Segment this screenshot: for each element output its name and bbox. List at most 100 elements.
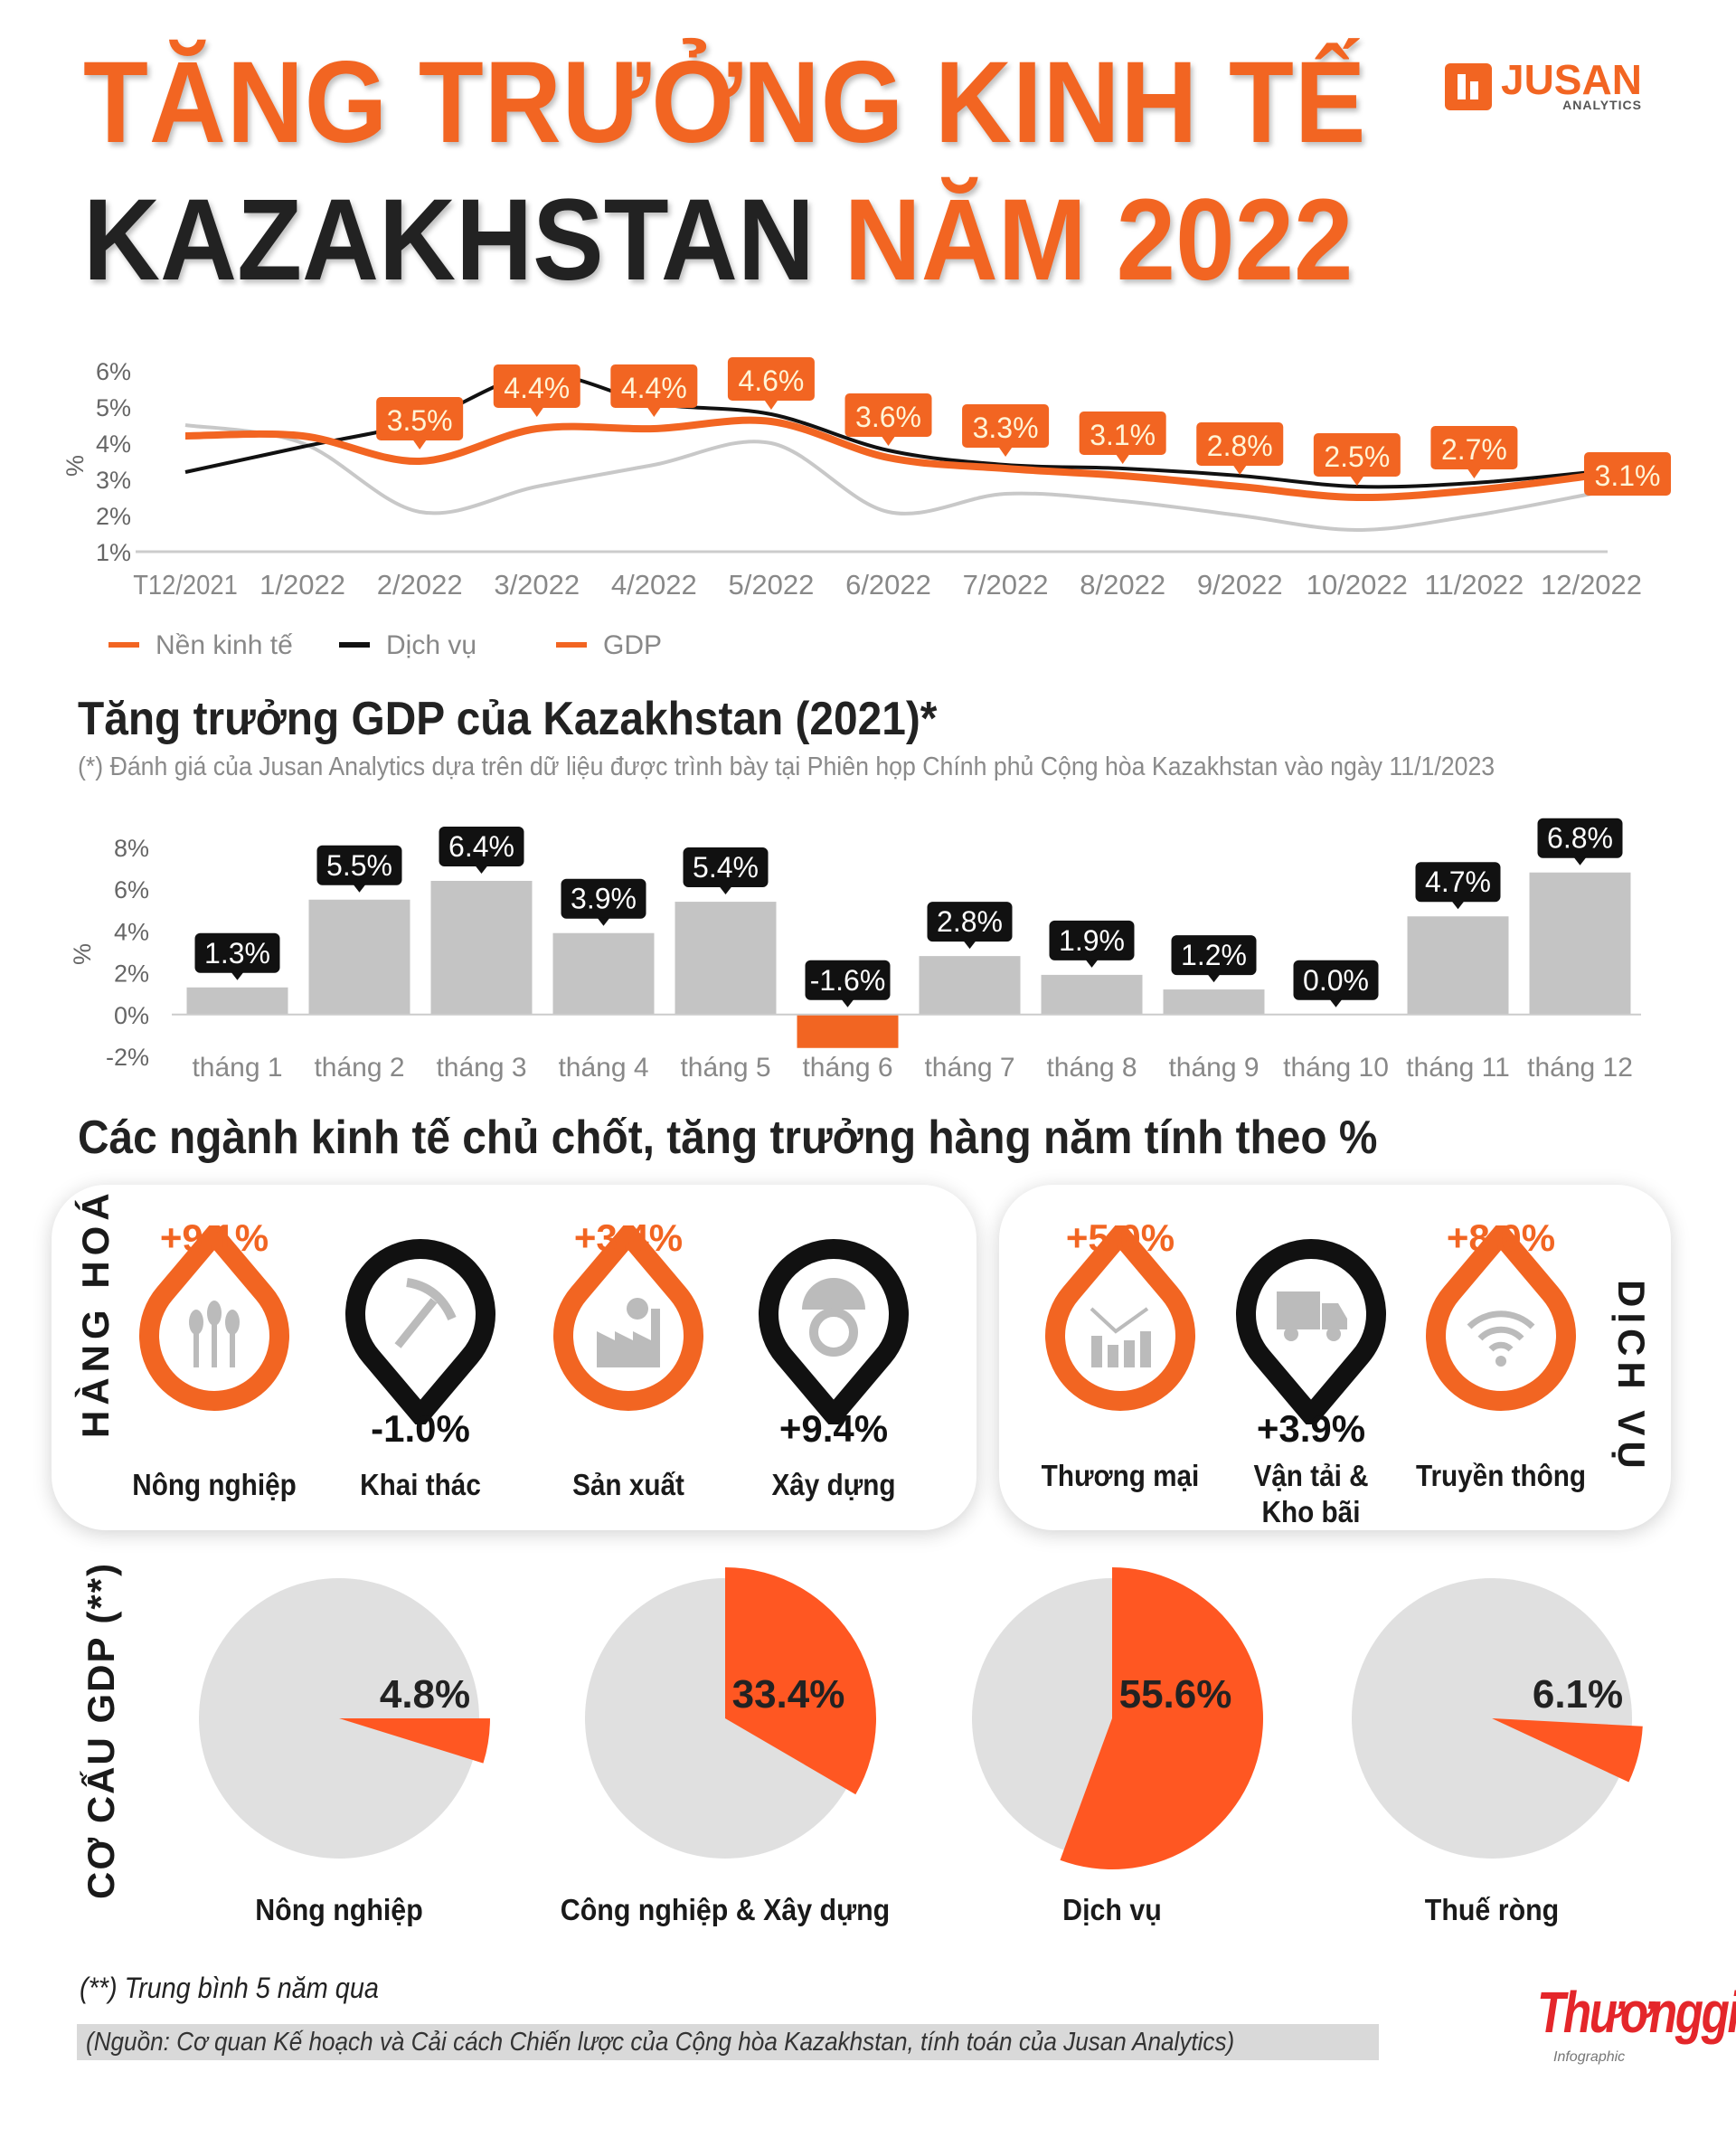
sector-value: +3.4%	[573, 1216, 684, 1259]
drop-ring	[1426, 1225, 1576, 1411]
pie-value-label: 6.1%	[1533, 1672, 1623, 1717]
services-label: DỊCH VỤ	[1610, 1280, 1653, 1474]
bar-label-box	[1049, 920, 1135, 960]
bar-value-label: 5.5%	[326, 849, 392, 882]
x-tick-label: tháng 1	[192, 1053, 282, 1083]
y-tick-label: 6%	[114, 876, 149, 903]
label-text: 4.4%	[621, 372, 687, 404]
y-tick-label: 8%	[114, 835, 149, 862]
bar-label-pointer	[1329, 998, 1343, 1008]
gdp-section-title: Tăng trưởng GDP của Kazakhstan (2021)*	[78, 693, 938, 745]
drop-ring	[553, 1225, 703, 1411]
title-line-1: TĂNG TRƯỞNG KINH TẾ	[83, 38, 1367, 167]
label-text: 3.5%	[387, 404, 453, 437]
line-series-0	[184, 423, 1592, 533]
x-tick-label: 9/2022	[1197, 569, 1283, 601]
bar-label-box	[316, 845, 402, 885]
sector-name: Sản xuất	[572, 1468, 684, 1501]
wifi-icon	[1467, 1310, 1535, 1367]
sector-name: Thương mại	[1041, 1459, 1200, 1492]
bar-label-pointer	[353, 884, 366, 893]
y-tick-label: 1%	[96, 539, 131, 566]
label-pointer	[413, 440, 427, 449]
bar-value-label: 4.7%	[1425, 866, 1491, 898]
sector-name: Vận tải & Kho bãi	[1253, 1459, 1369, 1528]
sector-name: Nông nghiệp	[132, 1468, 297, 1501]
x-tick-label: tháng 12	[1527, 1053, 1633, 1083]
label-text: 3.1%	[1090, 419, 1156, 451]
truck-icon	[1277, 1291, 1347, 1341]
label-pointer	[1350, 477, 1363, 486]
jusan-logo: JUSAN ANALYTICS	[1445, 59, 1642, 112]
footnote: (**) Trung bình 5 năm qua	[80, 1972, 379, 2004]
x-tick-label: 7/2022	[963, 569, 1049, 601]
pie-category-label: Nông nghiệp	[255, 1893, 423, 1926]
x-tick-label: 2/2022	[377, 569, 463, 601]
title-line-2: KAZAKHSTAN NĂM 2022	[83, 174, 1354, 307]
label-box	[844, 393, 932, 437]
y-tick-label: 5%	[96, 394, 131, 421]
gdp-section-note: (*) Đánh giá của Jusan Analytics dựa trê…	[78, 752, 1495, 781]
y-tick-label: 4%	[96, 430, 131, 458]
bar	[430, 880, 533, 1015]
legend-label: Dịch vụ	[386, 630, 476, 660]
label-box	[727, 357, 815, 401]
x-tick-label: tháng 6	[802, 1053, 892, 1083]
label-text: 2.7%	[1441, 433, 1507, 466]
goods-label: HÀNG HOÁ	[74, 1187, 117, 1438]
x-tick-label: tháng 9	[1168, 1053, 1259, 1083]
sector-name: Truyền thông	[1415, 1459, 1587, 1492]
bar-chart: -2% 0% 2% 4% 6% 8%% 1.3% tháng 1 5.5% tháng 2 6.4%…	[69, 818, 1641, 1083]
sector-value: +9.1%	[159, 1216, 269, 1259]
x-tick-label: 3/2022	[494, 569, 580, 601]
bar-value-label: 1.2%	[1181, 939, 1247, 971]
y-axis-label: %	[61, 455, 89, 477]
label-box	[1079, 412, 1166, 455]
x-tick-label: T12/2021	[133, 569, 238, 601]
bar-value-label: 1.9%	[1059, 924, 1125, 957]
x-tick-label: 10/2022	[1307, 569, 1408, 601]
label-text: 3.6%	[855, 401, 921, 433]
bar	[797, 1014, 899, 1048]
bar-label-box	[683, 847, 769, 888]
gdp-data-label: 4.6%	[727, 357, 815, 410]
logo-sub: ANALYTICS	[1562, 98, 1642, 112]
gdp-data-label: 2.8%	[1196, 422, 1284, 475]
bar	[919, 956, 1021, 1015]
drop-ring	[759, 1239, 909, 1424]
bar-label-box	[1171, 935, 1257, 976]
label-box	[962, 404, 1050, 448]
sector-badge	[1236, 1239, 1386, 1424]
y-tick-label: 3%	[96, 467, 131, 494]
bar-value-label: 1.3%	[204, 937, 270, 970]
label-pointer	[764, 401, 778, 410]
sector-value: -1.0%	[371, 1407, 470, 1450]
bar	[1529, 872, 1631, 1015]
bar	[1163, 989, 1265, 1015]
bar-label-box	[805, 960, 891, 1000]
thuonggia-logo-sub: Infographic	[1553, 2049, 1626, 2065]
bar-label-pointer	[1573, 856, 1587, 866]
bar	[186, 987, 288, 1015]
sector-badge	[553, 1225, 703, 1411]
bar-label-pointer	[719, 886, 732, 895]
gdp-data-label: 2.5%	[1313, 433, 1401, 486]
drop-ring	[1236, 1239, 1386, 1424]
label-pointer	[1467, 469, 1481, 478]
label-pointer	[999, 448, 1013, 457]
bar-label-box	[1293, 960, 1379, 1000]
pie-category-label: Thuế ròng	[1424, 1893, 1560, 1926]
drop-ring	[1045, 1225, 1195, 1411]
x-tick-label: 12/2022	[1541, 569, 1642, 601]
title-year: NĂM 2022	[844, 175, 1354, 305]
x-tick-label: 4/2022	[611, 569, 697, 601]
pie-category-label: Công nghiệp & Xây dựng	[560, 1893, 891, 1926]
line-series-2	[184, 416, 1592, 502]
label-box	[493, 364, 580, 408]
x-tick-label: 1/2022	[259, 569, 345, 601]
y-tick-label: 4%	[114, 918, 149, 945]
label-pointer	[882, 437, 895, 446]
label-box	[1584, 452, 1671, 496]
bar-label-pointer	[1207, 974, 1221, 983]
bar-label-pointer	[597, 917, 610, 926]
